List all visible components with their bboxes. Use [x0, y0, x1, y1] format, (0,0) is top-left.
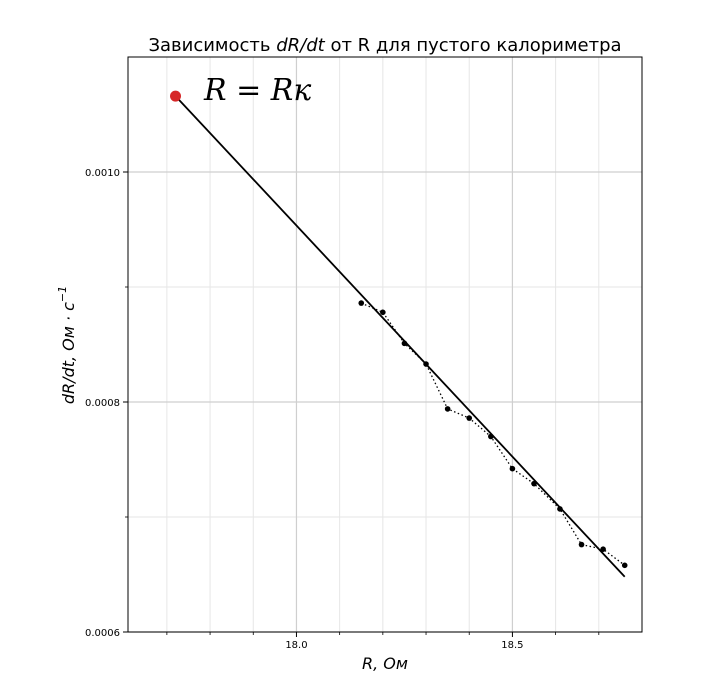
data-point [466, 415, 473, 421]
data-point [557, 506, 563, 512]
axis-ticks: 18.0 18.5 0.0006 0.0008 0.0010 [85, 168, 600, 651]
y-tick-label: 0.0008 [85, 398, 120, 409]
data-point [621, 562, 628, 569]
data-point [423, 361, 429, 367]
chart-title: Зависимость dR/dt от R для пустого калор… [148, 35, 621, 56]
x-tick-label: 18.0 [285, 640, 307, 651]
data-point [600, 546, 606, 552]
y-axis-label: dR/dt, Ом · с−1 [56, 286, 78, 404]
measured-dotted-line [360, 302, 626, 566]
y-tick-label: 0.0006 [85, 628, 120, 639]
x-axis-label: R, Ом [362, 654, 408, 673]
data-point [358, 300, 365, 306]
data-point [380, 309, 386, 316]
series-layer [170, 90, 628, 578]
data-point [401, 340, 408, 347]
data-point [531, 480, 537, 487]
data-point [488, 433, 494, 440]
data-point [444, 406, 451, 412]
y-tick-label: 0.0010 [85, 168, 120, 179]
highlight-point-rk [170, 90, 182, 102]
data-point [578, 541, 585, 548]
plot-area-frame [127, 56, 643, 633]
annotation-r-equals-rk: R = Rк [203, 73, 311, 108]
minor-gridlines [128, 57, 642, 632]
data-point [509, 465, 516, 472]
x-tick-label: 18.5 [501, 640, 523, 651]
major-gridlines [128, 57, 642, 633]
